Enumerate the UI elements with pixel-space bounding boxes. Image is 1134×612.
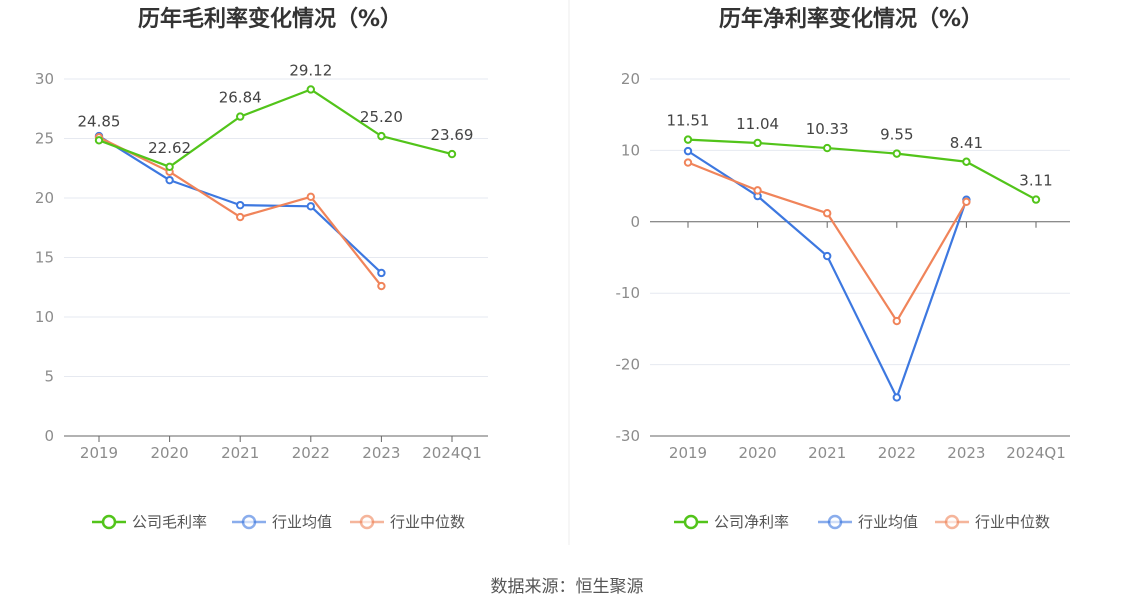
legend-item[interactable]: 公司毛利率 (92, 513, 207, 531)
data-label: 9.55 (880, 126, 913, 144)
data-point[interactable] (823, 143, 832, 153)
data-point[interactable] (377, 268, 386, 278)
data-point[interactable] (753, 138, 762, 148)
data-point[interactable] (306, 202, 315, 211)
x-tick-label: 2022 (878, 444, 916, 462)
data-label: 26.84 (219, 89, 262, 107)
legend-item[interactable]: 行业中位数 (350, 513, 465, 531)
x-tick-label: 2024Q1 (1006, 444, 1066, 462)
data-point[interactable] (447, 149, 457, 159)
x-tick-label: 2021 (808, 444, 846, 462)
legend-item[interactable]: 公司净利率 (674, 513, 789, 531)
y-tick-label: 0 (630, 213, 640, 231)
data-label: 29.12 (289, 61, 332, 79)
data-point[interactable] (236, 212, 245, 222)
chart-title: 历年毛利率变化情况（%） (138, 6, 402, 32)
data-point[interactable] (962, 197, 971, 207)
data-point[interactable] (753, 186, 762, 195)
y-tick-label: -30 (616, 427, 641, 445)
y-tick-label: 5 (44, 368, 54, 386)
data-point[interactable] (823, 209, 832, 218)
series-line (98, 136, 383, 287)
x-tick-label: 2021 (221, 444, 259, 462)
y-tick-label: 10 (621, 141, 640, 159)
series-line (687, 138, 1037, 201)
data-point[interactable] (165, 162, 174, 172)
data-point[interactable] (306, 192, 315, 202)
data-point[interactable] (683, 146, 693, 156)
y-tick-label: -10 (616, 284, 641, 302)
data-point[interactable] (892, 393, 901, 402)
x-tick-label: 2024Q1 (422, 444, 482, 462)
data-label: 3.11 (1019, 172, 1052, 190)
x-tick-label: 2023 (362, 444, 400, 462)
x-tick-label: 2023 (947, 444, 985, 462)
y-tick-label: 20 (621, 70, 640, 88)
legend-label: 行业均值 (272, 513, 332, 531)
gross-margin-chart: 历年毛利率变化情况（%） 0 5 10 15 20 25 30 2019 2020 2021 2022… (35, 6, 488, 531)
data-label: 24.85 (78, 112, 121, 130)
x-tick-label: 2022 (292, 444, 330, 462)
data-label: 10.33 (806, 120, 849, 138)
legend-marker (101, 514, 117, 530)
x-tick-label: 2020 (739, 444, 777, 462)
legend-marker (683, 514, 699, 530)
legend-label: 公司毛利率 (132, 513, 207, 531)
data-point[interactable] (377, 131, 386, 141)
legend-item[interactable]: 行业均值 (232, 513, 332, 531)
data-point[interactable] (236, 200, 245, 210)
series-line (687, 161, 968, 323)
data-label: 11.51 (667, 112, 710, 130)
data-point[interactable] (236, 112, 245, 121)
data-point[interactable] (377, 281, 386, 291)
y-tick-label: 25 (35, 130, 54, 148)
x-tick-label: 2019 (669, 444, 707, 462)
chart-title: 历年净利率变化情况（%） (719, 6, 983, 32)
source-note: 数据来源：恒生聚源 (491, 577, 644, 597)
y-tick-label: 10 (35, 308, 54, 326)
data-point[interactable] (94, 136, 104, 145)
legend-marker (241, 514, 257, 530)
legend-label: 行业中位数 (390, 513, 465, 531)
data-point[interactable] (1031, 195, 1041, 204)
series-line (98, 88, 453, 168)
y-tick-label: 20 (35, 189, 54, 207)
y-tick-label: 0 (44, 427, 54, 445)
y-tick-label: 30 (35, 70, 54, 88)
legend-label: 行业中位数 (975, 513, 1050, 531)
y-tick-label: -20 (616, 356, 641, 374)
net-margin-chart: 历年净利率变化情况（%） -30 -20 -10 0 10 20 2019 2020 2021 20… (616, 6, 1070, 531)
data-point[interactable] (165, 175, 174, 185)
data-point[interactable] (683, 135, 693, 144)
legend-marker (944, 514, 960, 530)
data-point[interactable] (683, 158, 693, 167)
data-point[interactable] (823, 251, 832, 261)
data-label: 22.62 (148, 139, 191, 157)
data-label: 23.69 (431, 126, 474, 144)
legend-item[interactable]: 行业中位数 (935, 513, 1050, 531)
data-label: 25.20 (360, 108, 403, 126)
data-point[interactable] (962, 157, 971, 166)
data-point[interactable] (306, 85, 315, 94)
data-label: 8.41 (950, 134, 983, 152)
data-point[interactable] (892, 316, 901, 326)
x-tick-label: 2020 (151, 444, 189, 462)
legend-label: 公司净利率 (714, 513, 789, 531)
legend-label: 行业均值 (858, 513, 918, 531)
legend-item[interactable]: 行业均值 (818, 513, 918, 531)
data-label: 11.04 (736, 115, 779, 133)
x-tick-label: 2019 (80, 444, 118, 462)
y-tick-label: 15 (35, 249, 54, 267)
legend-marker (359, 514, 375, 530)
legend-marker (827, 514, 843, 530)
data-point[interactable] (892, 149, 901, 158)
